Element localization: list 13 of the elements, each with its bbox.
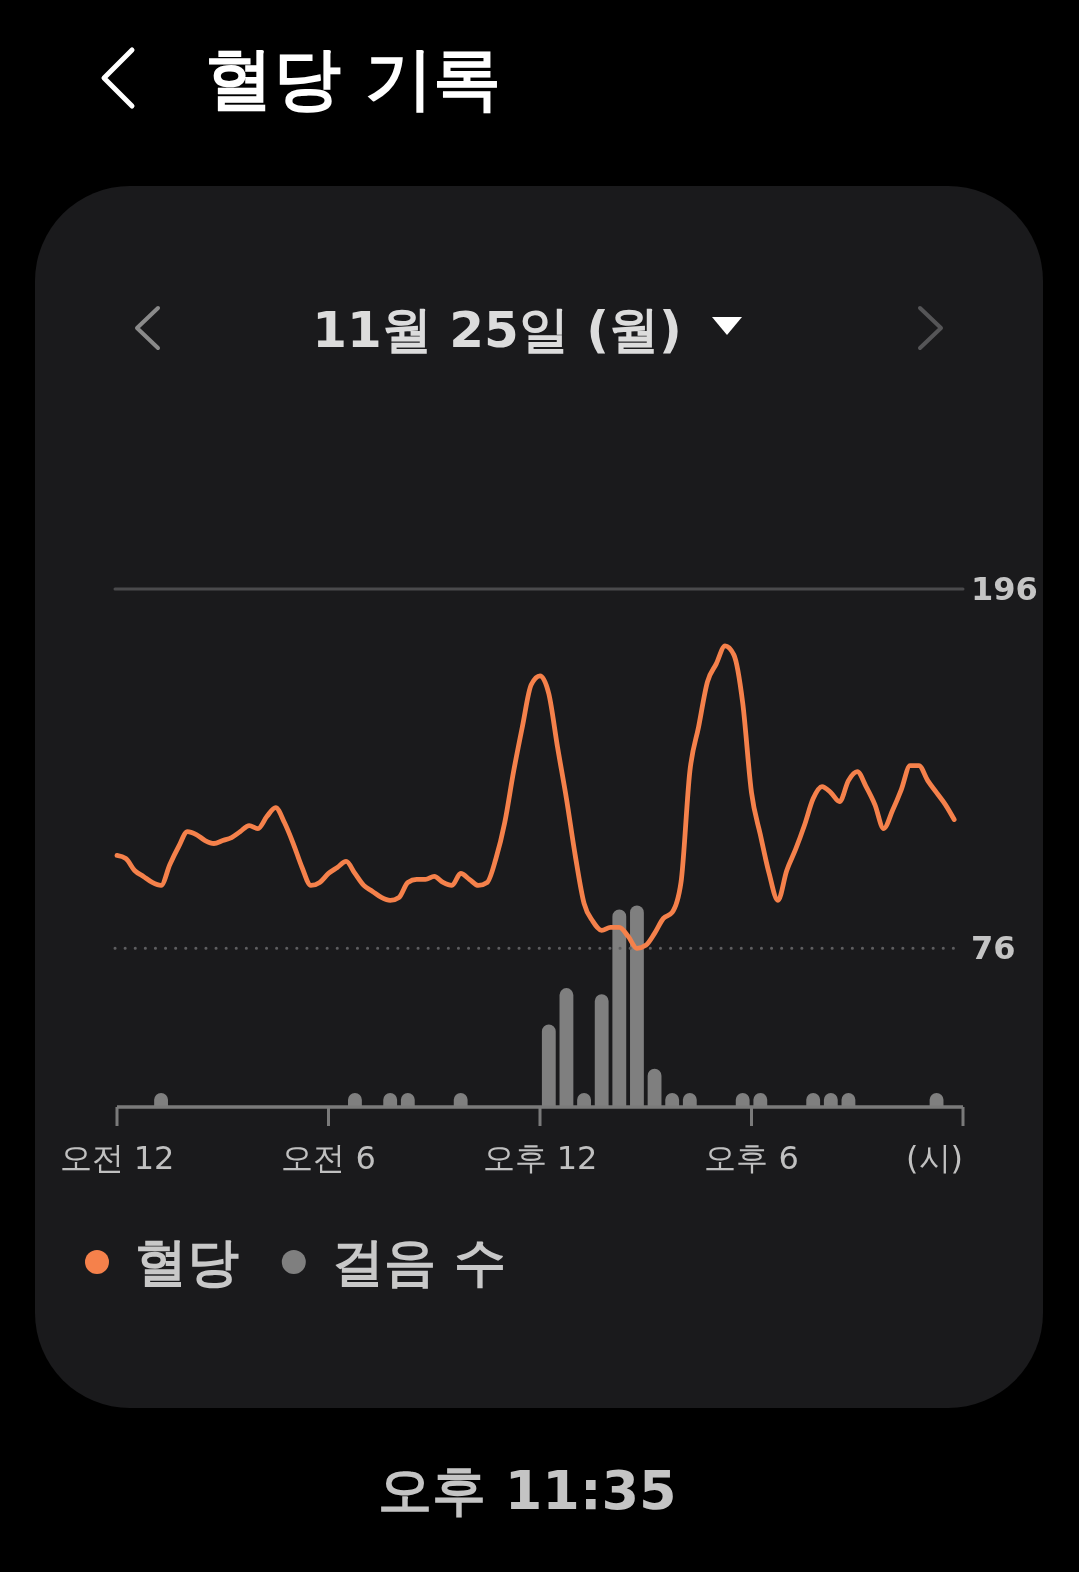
x-tick-label: 오후 6 bbox=[704, 1139, 799, 1177]
y-tick-label: 76 bbox=[971, 929, 1016, 968]
chart-subtitle: 11월 25일 (월) bbox=[312, 301, 682, 359]
chart-title: 혈당 기록 bbox=[205, 38, 501, 118]
text: 오후 11:35 bbox=[378, 1458, 677, 1522]
legend-label: 혈당 bbox=[135, 1232, 239, 1292]
y-tick-label: 196 bbox=[971, 570, 1038, 608]
x-tick-label: 오전 12 bbox=[59, 1139, 175, 1177]
x-tick-label: 오전 6 bbox=[281, 1139, 376, 1177]
x-tick-label: 오후 12 bbox=[482, 1139, 598, 1177]
legend-label: 걸음 수 bbox=[331, 1232, 506, 1292]
x-axis-title: (시) bbox=[906, 1139, 963, 1177]
line-series bbox=[114, 643, 957, 951]
